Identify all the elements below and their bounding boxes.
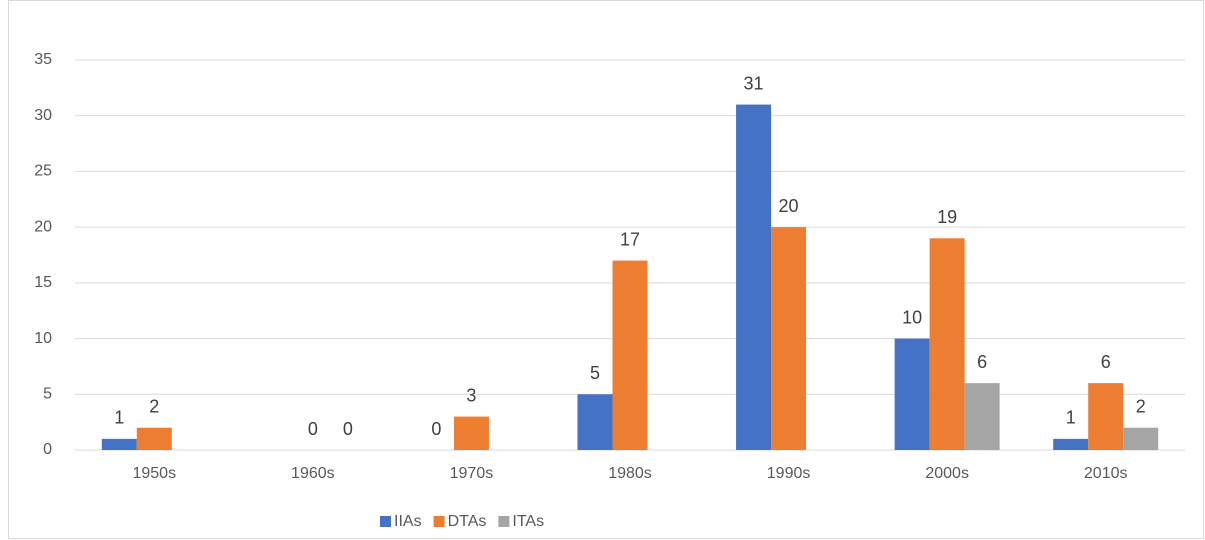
bar [964, 383, 1000, 450]
bar [771, 227, 807, 450]
data-label: 20 [779, 196, 799, 216]
x-tick-label: 2010s [1084, 465, 1128, 482]
legend-label: IIAs [394, 513, 422, 530]
y-tick-label: 5 [43, 386, 52, 403]
data-label: 0 [308, 419, 318, 439]
legend-swatch [498, 516, 510, 527]
bar [453, 416, 489, 450]
x-tick-label: 2000s [925, 465, 969, 482]
data-label: 31 [744, 73, 764, 93]
data-label: 1 [114, 408, 124, 428]
bar [136, 427, 172, 450]
data-label: 2 [1136, 396, 1146, 416]
y-tick-label: 10 [34, 330, 52, 347]
data-label: 6 [977, 352, 987, 372]
data-label: 17 [620, 229, 640, 249]
y-tick-label: 25 [34, 163, 52, 180]
chart-border [8, 0, 1204, 539]
x-tick-label: 1980s [608, 465, 652, 482]
y-tick-label: 20 [34, 218, 52, 235]
data-label: 3 [466, 385, 476, 405]
y-tick-label: 0 [43, 441, 52, 458]
data-label: 6 [1101, 352, 1111, 372]
legend-swatch [433, 516, 445, 527]
data-label: 5 [590, 363, 600, 383]
legend-label: DTAs [448, 513, 487, 530]
x-tick-label: 1990s [767, 465, 811, 482]
x-tick-label: 1970s [450, 465, 494, 482]
bar [1123, 427, 1159, 450]
y-tick-label: 15 [34, 274, 52, 291]
y-tick-label: 35 [34, 51, 52, 68]
bar [894, 338, 930, 450]
legend-swatch [380, 516, 391, 527]
bar [1053, 438, 1089, 450]
bar [929, 238, 965, 450]
bar [101, 438, 137, 450]
legend-label: ITAs [512, 513, 544, 530]
bar [1088, 383, 1124, 450]
data-label: 0 [343, 419, 353, 439]
bar [612, 260, 648, 450]
bar [577, 394, 613, 450]
data-label: 19 [937, 207, 957, 227]
data-label: 10 [902, 307, 922, 327]
x-tick-label: 1950s [132, 465, 176, 482]
y-tick-label: 30 [34, 107, 52, 124]
x-tick-label: 1960s [291, 465, 335, 482]
data-label: 1 [1066, 408, 1076, 428]
bar [736, 104, 772, 451]
data-label: 2 [149, 396, 159, 416]
data-label: 0 [431, 419, 441, 439]
